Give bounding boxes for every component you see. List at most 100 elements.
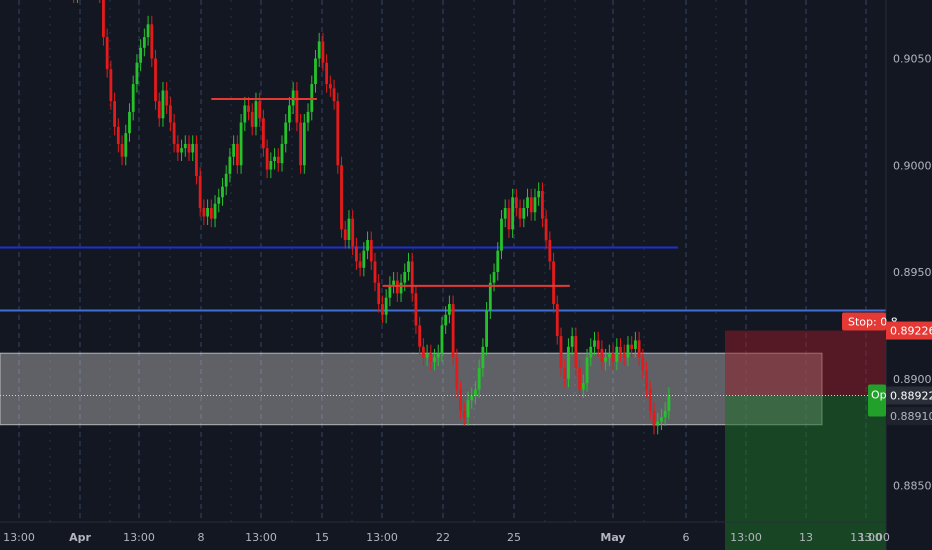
candle-body <box>217 197 221 204</box>
candle-body <box>314 58 317 85</box>
candle-body <box>187 143 191 153</box>
candle-body <box>462 410 466 418</box>
candle-body <box>232 143 236 157</box>
candle-body <box>273 156 276 161</box>
candle-body <box>522 207 526 219</box>
candle-body <box>477 368 481 390</box>
candle-body <box>347 218 351 241</box>
candle-body <box>421 346 425 358</box>
candle-body <box>191 143 195 153</box>
candle-body <box>570 336 574 347</box>
candle-body <box>165 90 169 106</box>
candle-body <box>600 348 604 362</box>
candle-body <box>485 310 488 347</box>
candle-body <box>198 175 202 208</box>
candle-body <box>135 62 139 85</box>
open-badge[interactable] <box>868 384 886 417</box>
candle-body <box>444 314 448 326</box>
candle-body <box>131 84 135 112</box>
candle-body <box>310 84 314 112</box>
candle-body <box>607 353 611 358</box>
candle-body <box>183 143 187 149</box>
time-tick-label: 13:00 <box>730 531 762 544</box>
candle-body <box>440 325 444 354</box>
candle-body <box>559 336 563 369</box>
candle-body <box>235 143 239 166</box>
candle-body <box>563 368 567 379</box>
candle-body <box>351 218 355 247</box>
time-tick-label: 15 <box>315 531 329 544</box>
candle-body <box>514 197 518 208</box>
candle-body <box>150 24 154 59</box>
time-tick-label: 6 <box>683 531 690 544</box>
candle-body <box>295 90 299 123</box>
candle-body <box>243 105 247 123</box>
time-tick-label: May <box>600 531 625 544</box>
candle-body <box>332 88 336 102</box>
candle-body <box>381 304 384 315</box>
candle-body <box>492 272 496 283</box>
candle-body <box>224 173 228 187</box>
candle-body <box>265 148 269 170</box>
candle-body <box>142 37 146 48</box>
candle-body <box>392 280 395 285</box>
candle-body <box>384 297 388 315</box>
candle-body <box>124 133 128 157</box>
candle-body <box>206 207 209 217</box>
candle-body <box>388 284 392 298</box>
candle-body <box>373 261 377 283</box>
time-tick-label: 25 <box>507 531 521 544</box>
candle-body <box>507 207 511 230</box>
candle-body <box>269 160 273 170</box>
candle-body <box>340 165 343 230</box>
candle-body <box>656 421 660 426</box>
candle-body <box>555 304 559 337</box>
open-badge-label: Op <box>871 388 887 401</box>
candle-body <box>120 143 124 157</box>
candle-body <box>459 389 462 411</box>
candle-body <box>448 304 451 315</box>
candle-body <box>518 207 522 219</box>
candle-body <box>306 111 310 123</box>
candle-body <box>596 340 600 349</box>
candle-body <box>667 395 671 411</box>
candle-body <box>641 357 645 371</box>
candle-body <box>258 101 262 119</box>
time-tick-label: Apr <box>69 531 91 544</box>
stop-price-tag <box>886 321 932 340</box>
candle-body <box>526 197 529 208</box>
candle-body <box>362 250 366 268</box>
stop-price-value: 0.89226 <box>890 325 932 338</box>
open-price-value: 0.88922 <box>890 389 932 402</box>
candle-body <box>470 395 474 401</box>
candle-body <box>578 368 581 390</box>
candle-body <box>250 111 254 127</box>
candle-body <box>552 261 555 305</box>
current-price-tag <box>886 407 932 426</box>
candle-body <box>239 122 243 166</box>
candle-body <box>172 122 176 144</box>
candle-body <box>589 346 593 358</box>
stop-badge[interactable] <box>842 312 886 331</box>
candle-body <box>433 357 436 362</box>
candle-body <box>109 69 113 102</box>
current-price-value: 0.88910 <box>890 410 932 423</box>
candle-body <box>660 417 663 422</box>
time-tick-label: 22 <box>436 531 450 544</box>
candle-body <box>585 357 589 384</box>
candle-body <box>407 261 410 273</box>
candle-body <box>180 148 183 153</box>
candle-body <box>262 118 265 149</box>
candle-body <box>276 156 280 164</box>
candle-body <box>574 336 578 369</box>
candle-body <box>544 218 548 241</box>
candle-body <box>169 105 172 123</box>
candle-body <box>128 111 131 134</box>
candle-body <box>228 156 232 174</box>
candle-body <box>481 346 485 369</box>
